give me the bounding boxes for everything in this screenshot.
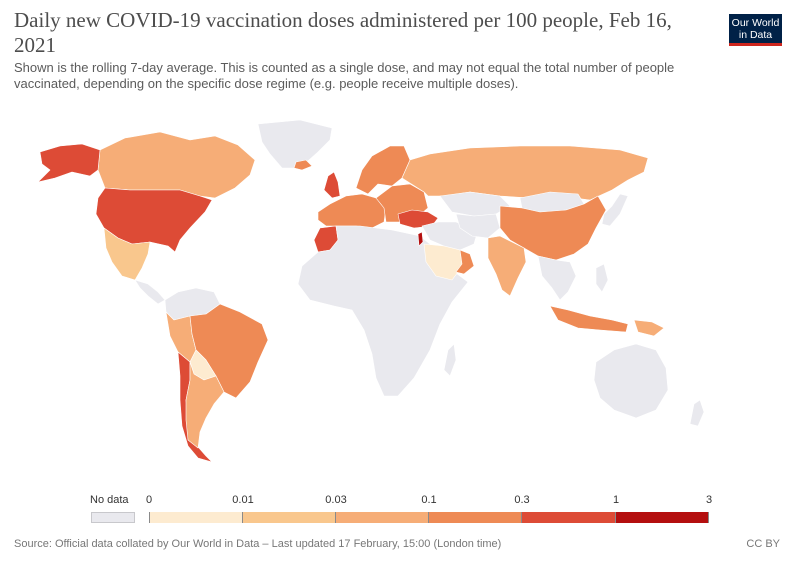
map-region-madagascar[interactable]	[443, 343, 457, 377]
legend-bin-swatch[interactable]	[429, 512, 522, 523]
map-region-israel[interactable]	[417, 231, 424, 247]
map-region-mexico[interactable]	[103, 227, 151, 281]
legend-bin-swatch[interactable]	[243, 512, 336, 523]
map-region-central-america[interactable]	[134, 279, 166, 305]
legend-bin-swatch[interactable]	[149, 512, 243, 523]
map-region-africa[interactable]	[297, 225, 469, 397]
map-region-iceland[interactable]	[293, 159, 313, 171]
license-link[interactable]: CC BY	[746, 538, 780, 550]
owid-logo[interactable]: Our World in Data	[729, 14, 782, 46]
legend-tick-label: 0	[145, 494, 153, 506]
source-note: Source: Official data collated by Our Wo…	[14, 538, 502, 550]
legend-no-data-label: No data	[90, 494, 129, 506]
map-region-india[interactable]	[487, 235, 527, 297]
map-region-turkey[interactable]	[397, 209, 439, 229]
map-region-japan-korea[interactable]	[601, 193, 629, 227]
legend-tick-label: 3	[705, 494, 713, 506]
map-region-greenland[interactable]	[257, 119, 333, 169]
legend-tick-label: 0.1	[421, 494, 437, 506]
map-region-papua[interactable]	[633, 319, 665, 337]
map-region-canada[interactable]	[97, 131, 256, 199]
legend-tick-label: 0.01	[232, 494, 254, 506]
legend-bin-swatch[interactable]	[522, 512, 616, 523]
logo-line-2: in Data	[738, 29, 773, 41]
map-region-russia[interactable]	[401, 145, 649, 201]
logo-line-1: Our World	[731, 17, 780, 29]
color-legend: No data 0 0.01 0.03 0.1 0.3 1 3	[0, 494, 800, 528]
map-region-argentina[interactable]	[185, 361, 225, 449]
legend-bin-swatch[interactable]	[616, 512, 709, 523]
map-region-western-europe[interactable]	[317, 193, 387, 229]
map-region-united-states[interactable]	[95, 187, 213, 253]
map-region-alaska[interactable]	[37, 143, 101, 183]
map-region-indonesia[interactable]	[549, 305, 629, 333]
world-map[interactable]	[0, 100, 800, 490]
chart-subtitle: Shown is the rolling 7-day average. This…	[14, 60, 675, 91]
map-region-australia[interactable]	[593, 343, 669, 419]
map-region-south-east-asia[interactable]	[537, 255, 577, 301]
legend-tick-label: 0.03	[325, 494, 347, 506]
map-region-philippines[interactable]	[595, 263, 609, 293]
map-region-new-zealand[interactable]	[689, 399, 705, 427]
legend-no-data-swatch[interactable]	[91, 512, 135, 523]
map-region-china[interactable]	[499, 195, 607, 261]
chart-title: Daily new COVID-19 vaccination doses adm…	[14, 8, 672, 57]
map-region-central-asia[interactable]	[455, 213, 501, 239]
legend-bin-swatch[interactable]	[336, 512, 429, 523]
legend-tick-label: 1	[612, 494, 620, 506]
map-region-uk[interactable]	[323, 171, 341, 199]
legend-tick-label: 0.3	[514, 494, 530, 506]
map-region-oman-uae[interactable]	[455, 249, 475, 275]
